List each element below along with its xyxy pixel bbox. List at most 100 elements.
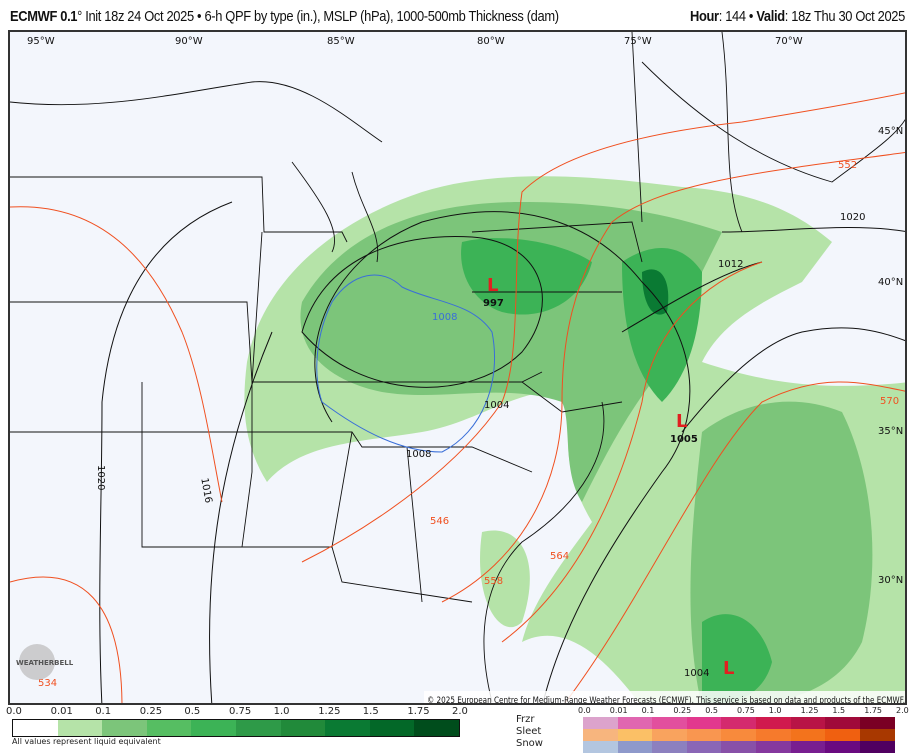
lon-label: 70°W <box>775 36 803 47</box>
rain-color-swatch <box>191 720 236 736</box>
ptype-color-swatch <box>583 729 618 741</box>
weatherbell-logo: WEATHERBELL <box>16 644 74 680</box>
thickness-label: 552 <box>838 160 857 171</box>
low-pressure-marker: L <box>487 275 498 296</box>
state-borders <box>10 32 905 703</box>
lon-label: 85°W <box>327 36 355 47</box>
ptype-tick-label: 1.75 <box>864 706 882 715</box>
valid-time: Hour: 144 • Valid: 18z Thu 30 Oct 2025 <box>690 8 905 25</box>
isobar-label: 1004 <box>684 668 709 679</box>
thickness-label: 534 <box>38 678 57 689</box>
isobar-label: 1008 <box>406 449 431 460</box>
rain-tick-label: 1.5 <box>362 706 379 717</box>
ptype-color-swatch <box>825 729 861 741</box>
ptype-tick-label: 0.75 <box>737 706 755 715</box>
forecast-map: 95°W 90°W 85°W 80°W 75°W 70°W 45°N 40°N … <box>8 30 907 705</box>
lon-label: 75°W <box>624 36 652 47</box>
rain-tick-label: 0.0 <box>6 706 22 717</box>
ptype-tick-label: 0.01 <box>609 706 628 715</box>
svg-text:WEATHERBELL: WEATHERBELL <box>16 659 74 667</box>
rain-color-swatch <box>325 720 370 736</box>
ptype-label: Sleet <box>516 726 542 737</box>
low-pressure-marker: L <box>723 658 734 679</box>
isobars <box>99 201 905 703</box>
ptype-color-swatch <box>756 717 791 729</box>
isobar-label: 1020 <box>840 212 865 223</box>
lon-label: 80°W <box>477 36 505 47</box>
precip-moderate <box>300 202 722 502</box>
ptype-color-swatch <box>756 729 791 741</box>
ptype-color-swatch <box>652 729 688 741</box>
rain-tick-label: 0.5 <box>184 706 201 717</box>
ptype-tick-label: 0.0 <box>578 706 591 715</box>
low-pressure-value: 1005 <box>670 434 698 445</box>
ptype-color-swatch <box>756 741 791 753</box>
lat-label: 45°N <box>878 126 903 137</box>
rain-tick-label: 0.75 <box>229 706 252 717</box>
rain-color-swatch <box>414 720 459 736</box>
ptype-color-swatch <box>790 741 826 753</box>
ptype-label: Snow <box>516 738 543 749</box>
rain-color-swatch <box>146 720 192 736</box>
liquid-equivalent-note: All values represent liquid equivalent <box>12 737 161 746</box>
ptype-color-swatch <box>686 717 722 729</box>
thickness-label: 546 <box>430 516 449 527</box>
thickness-label: 558 <box>484 576 503 587</box>
isobar-label: 1004 <box>484 400 509 411</box>
precip-heaviest <box>642 269 669 315</box>
isobar-label: 1008 <box>432 312 457 323</box>
thickness-label: 564 <box>550 551 569 562</box>
rain-colorbar <box>12 719 460 737</box>
isobar-label: 1012 <box>718 259 743 270</box>
ptype-label: Frzr <box>516 714 535 725</box>
ptype-color-swatch <box>583 717 618 729</box>
rain-tick-label: 0.01 <box>50 706 73 717</box>
ptype-tick-label: 1.5 <box>832 706 846 715</box>
rain-color-swatch <box>13 720 58 736</box>
lat-label: 30°N <box>878 575 903 586</box>
ptype-color-swatch <box>721 741 757 753</box>
ptype-color-swatch <box>721 717 757 729</box>
ptype-color-swatch <box>686 741 722 753</box>
lon-label: 90°W <box>175 36 203 47</box>
ptype-color-swatch <box>617 729 653 741</box>
rain-color-swatch <box>102 720 147 736</box>
ptype-color-swatch <box>825 717 861 729</box>
precip-heavy <box>461 238 772 703</box>
rain-tick-label: 1.25 <box>318 706 341 717</box>
rain-color-swatch <box>235 720 281 736</box>
rain-tick-label: 2.0 <box>452 706 468 717</box>
lat-label: 40°N <box>878 277 903 288</box>
ptype-color-swatch <box>617 717 653 729</box>
low-pressure-value: 997 <box>483 298 504 309</box>
ptype-tick-label: 0.5 <box>705 706 718 715</box>
ptype-tick-label: 1.25 <box>800 706 819 715</box>
ptype-color-swatch <box>721 729 757 741</box>
lon-label: 95°W <box>27 36 55 47</box>
lat-label: 35°N <box>878 426 903 437</box>
copyright-notice: © 2025 European Centre for Medium-Range … <box>427 696 905 705</box>
ptype-tick-label: 0.1 <box>641 706 655 715</box>
thickness-lines <box>10 92 905 703</box>
isobar-blue <box>316 274 496 453</box>
map-title: ECMWF 0.1° Init 18z 24 Oct 2025 • 6-h QP… <box>10 8 559 25</box>
precip-fields <box>244 176 905 703</box>
ptype-color-swatch <box>617 741 653 753</box>
thickness-label: 570 <box>880 396 899 407</box>
isobar-label: 1016 <box>198 477 213 504</box>
rain-tick-label: 1.0 <box>273 706 290 717</box>
ptype-color-swatch <box>583 741 618 753</box>
ptype-color-swatch <box>825 741 861 753</box>
isobar-label: 1020 <box>95 465 106 490</box>
ptype-color-swatch <box>652 741 688 753</box>
ptype-color-swatch <box>859 717 895 729</box>
rain-color-swatch <box>280 720 326 736</box>
precip-light-west <box>480 530 530 628</box>
ptype-color-swatch <box>859 729 895 741</box>
rain-tick-label: 0.1 <box>95 706 112 717</box>
ptype-color-swatch <box>686 729 722 741</box>
rain-color-swatch <box>369 720 415 736</box>
rain-tick-label: 1.75 <box>407 706 430 717</box>
ptype-tick-label: 0.25 <box>673 706 692 715</box>
rain-color-swatch <box>57 720 103 736</box>
